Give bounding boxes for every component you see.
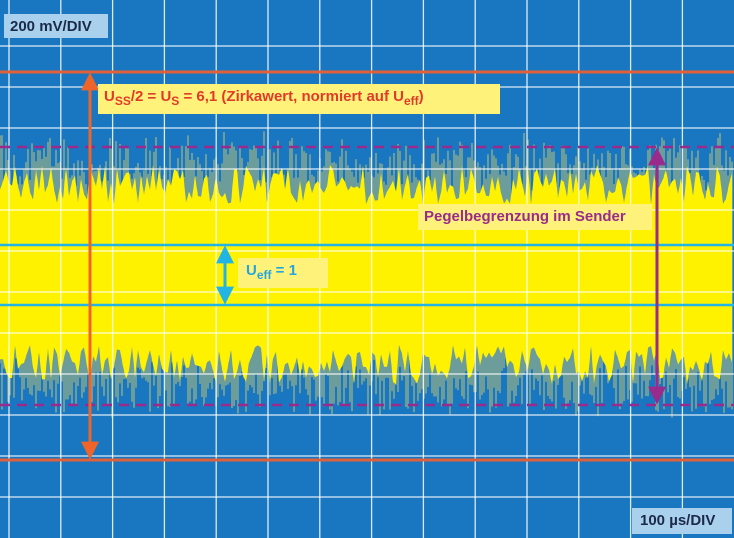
subscript: eff [257, 268, 273, 282]
subscript: S [171, 94, 179, 108]
label-text: U [104, 88, 115, 105]
horizontal-scale: 100 µs/DIV [640, 512, 715, 529]
label-text: = 6,1 (Zirkawert, normiert auf U [179, 88, 404, 105]
vertical-scale: 200 mV/DIV [10, 18, 92, 35]
oscilloscope-screen: 200 mV/DIV 100 µs/DIV USS/2 = US = 6,1 (… [0, 0, 734, 538]
label-text: ) [419, 88, 424, 105]
limit-label: Pegelbegrenzung im Sender [424, 208, 626, 225]
subscript: SS [115, 94, 131, 108]
subscript: eff [404, 94, 420, 108]
label-text: = 1 [272, 262, 297, 279]
label-text: /2 = U [131, 88, 171, 105]
label-text: U [246, 262, 257, 279]
